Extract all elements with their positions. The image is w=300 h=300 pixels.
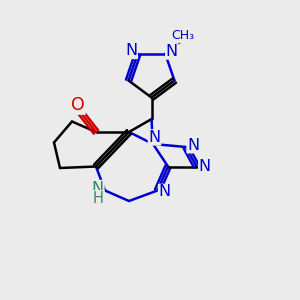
Text: N: N [92, 181, 104, 196]
Text: O: O [71, 96, 85, 114]
Text: N: N [199, 159, 211, 174]
Text: N: N [166, 44, 178, 59]
Text: N: N [159, 184, 171, 200]
Text: N: N [187, 138, 199, 153]
Text: CH₃: CH₃ [172, 29, 195, 42]
Text: N: N [148, 130, 160, 145]
Text: H: H [93, 191, 104, 206]
Text: N: N [125, 43, 137, 58]
